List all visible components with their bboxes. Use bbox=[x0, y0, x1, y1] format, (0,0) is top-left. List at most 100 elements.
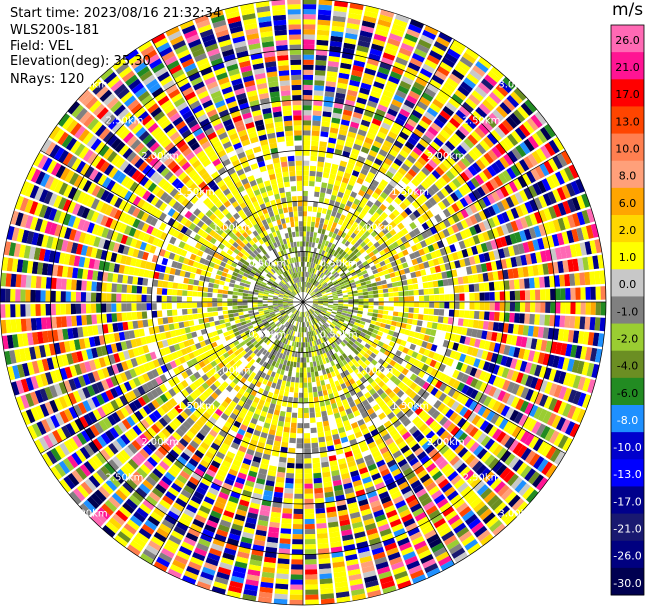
velocity-cell bbox=[465, 513, 478, 526]
velocity-cell bbox=[304, 312, 306, 318]
velocity-cell bbox=[282, 396, 288, 402]
velocity-cell bbox=[535, 289, 541, 301]
velocity-cell bbox=[370, 122, 380, 131]
velocity-cell bbox=[300, 312, 302, 318]
velocity-cell bbox=[554, 275, 561, 287]
velocity-cell bbox=[118, 264, 125, 274]
velocity-cell bbox=[303, 342, 306, 348]
velocity-cell bbox=[175, 497, 187, 508]
velocity-cell bbox=[273, 491, 283, 498]
velocity-cell bbox=[329, 215, 335, 222]
velocity-cell bbox=[395, 171, 404, 180]
velocity-cell bbox=[544, 428, 555, 442]
velocity-cell bbox=[189, 374, 197, 383]
velocity-cell bbox=[469, 400, 478, 411]
velocity-cell bbox=[473, 500, 486, 513]
velocity-cell bbox=[511, 130, 523, 143]
velocity-cell bbox=[314, 191, 320, 198]
velocity-cell bbox=[120, 341, 128, 351]
velocity-cell bbox=[331, 25, 345, 33]
velocity-cell bbox=[387, 204, 396, 212]
velocity-cell bbox=[336, 422, 344, 429]
velocity-cell bbox=[70, 291, 76, 302]
velocity-cell bbox=[91, 314, 98, 325]
velocity-cell bbox=[442, 218, 451, 228]
velocity-cell bbox=[352, 335, 359, 341]
velocity-cell bbox=[347, 434, 356, 441]
velocity-cell bbox=[60, 303, 66, 315]
velocity-cell bbox=[296, 362, 300, 368]
velocity-cell bbox=[351, 148, 360, 156]
velocity-cell bbox=[431, 74, 445, 85]
velocity-cell bbox=[281, 320, 287, 325]
velocity-cell bbox=[425, 342, 433, 350]
velocity-cell bbox=[408, 307, 414, 313]
velocity-cell bbox=[274, 593, 288, 600]
velocity-cell bbox=[217, 306, 223, 311]
velocity-cell bbox=[540, 145, 552, 159]
velocity-cell bbox=[142, 319, 149, 328]
velocity-cell bbox=[413, 484, 424, 494]
velocity-cell bbox=[304, 544, 316, 550]
velocity-cell bbox=[337, 504, 348, 512]
velocity-cell bbox=[237, 299, 243, 302]
velocity-cell bbox=[367, 463, 377, 472]
velocity-cell bbox=[461, 435, 472, 446]
velocity-cell bbox=[391, 99, 403, 108]
velocity-cell bbox=[120, 434, 131, 445]
velocity-cell bbox=[324, 91, 335, 98]
velocity-cell bbox=[226, 326, 233, 331]
velocity-cell bbox=[177, 456, 188, 466]
velocity-cell bbox=[254, 451, 263, 459]
velocity-cell bbox=[50, 277, 57, 289]
velocity-cell bbox=[556, 153, 568, 167]
velocity-cell bbox=[121, 284, 128, 293]
velocity-cell bbox=[332, 296, 339, 299]
velocity-cell bbox=[451, 252, 459, 261]
velocity-cell bbox=[364, 359, 371, 366]
velocity-cell bbox=[144, 416, 154, 426]
velocity-cell bbox=[135, 356, 143, 366]
velocity-cell bbox=[367, 327, 374, 333]
velocity-cell bbox=[319, 338, 324, 344]
velocity-cell bbox=[58, 341, 66, 354]
velocity-cell bbox=[321, 410, 328, 417]
velocity-cell bbox=[487, 205, 497, 217]
velocity-cell bbox=[51, 356, 60, 369]
velocity-cell bbox=[553, 384, 563, 398]
velocity-cell bbox=[246, 362, 253, 369]
velocity-cell bbox=[311, 216, 316, 223]
velocity-cell bbox=[345, 271, 351, 277]
velocity-cell bbox=[350, 245, 357, 252]
velocity-cell bbox=[384, 505, 396, 514]
velocity-cell bbox=[74, 418, 85, 431]
velocity-cell bbox=[505, 116, 518, 129]
velocity-cell bbox=[305, 347, 309, 353]
velocity-cell bbox=[224, 335, 231, 341]
velocity-cell bbox=[166, 338, 174, 346]
velocity-cell bbox=[449, 455, 461, 466]
velocity-cell bbox=[496, 402, 506, 415]
velocity-cell bbox=[283, 296, 289, 299]
velocity-cell bbox=[168, 378, 176, 388]
velocity-cell bbox=[299, 316, 301, 322]
velocity-cell bbox=[520, 387, 530, 399]
velocity-cell bbox=[434, 265, 442, 273]
velocity-cell bbox=[419, 302, 425, 308]
velocity-cell bbox=[270, 313, 276, 317]
velocity-cell bbox=[123, 523, 137, 535]
velocity-cell bbox=[161, 519, 175, 530]
velocity-cell bbox=[323, 101, 333, 108]
velocity-cell bbox=[68, 254, 76, 266]
velocity-cell bbox=[303, 392, 308, 398]
velocity-cell bbox=[228, 313, 234, 318]
velocity-cell bbox=[268, 307, 274, 310]
velocity-cell bbox=[515, 218, 524, 231]
velocity-cell bbox=[559, 315, 566, 328]
velocity-cell bbox=[131, 440, 142, 451]
velocity-cell bbox=[199, 428, 208, 437]
velocity-cell bbox=[231, 346, 238, 353]
velocity-cell bbox=[494, 291, 500, 301]
velocity-cell bbox=[537, 352, 545, 365]
velocity-cell bbox=[71, 279, 77, 291]
